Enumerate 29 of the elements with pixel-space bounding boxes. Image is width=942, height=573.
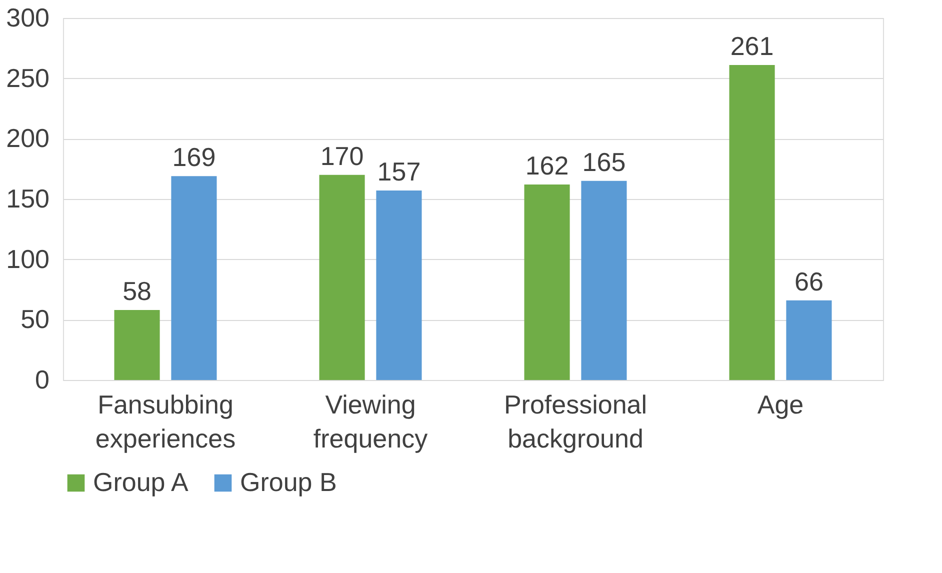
bar <box>729 65 775 380</box>
y-tick-label: 100 <box>6 244 50 274</box>
y-tick-label: 250 <box>6 62 50 93</box>
data-label: 165 <box>582 146 626 177</box>
data-label: 162 <box>525 150 569 181</box>
legend-label: Group B <box>240 467 337 497</box>
legend-label: Group A <box>93 467 190 497</box>
y-tick-label: 0 <box>35 364 50 394</box>
data-label: 157 <box>377 156 421 187</box>
bar <box>581 180 627 380</box>
x-tick-label: Age <box>757 390 804 420</box>
y-tick-label: 200 <box>6 123 50 154</box>
y-tick-label: 50 <box>20 304 50 334</box>
bar <box>524 184 570 380</box>
y-tick-label: 300 <box>6 2 50 32</box>
x-tick-label: Professional background <box>504 390 648 454</box>
y-tick-label: 150 <box>6 184 50 214</box>
data-label: 66 <box>794 266 824 296</box>
x-tick-label: Viewing frequency <box>313 390 428 454</box>
data-label: 170 <box>320 140 364 171</box>
bar <box>171 176 217 380</box>
bar <box>319 174 365 380</box>
bar <box>114 310 160 380</box>
x-tick-label: Fansubbing experiences <box>95 390 236 454</box>
data-label: 58 <box>122 276 152 306</box>
bar <box>786 300 832 380</box>
bar <box>376 190 422 380</box>
data-label: 169 <box>172 142 216 172</box>
data-label: 261 <box>730 31 774 62</box>
